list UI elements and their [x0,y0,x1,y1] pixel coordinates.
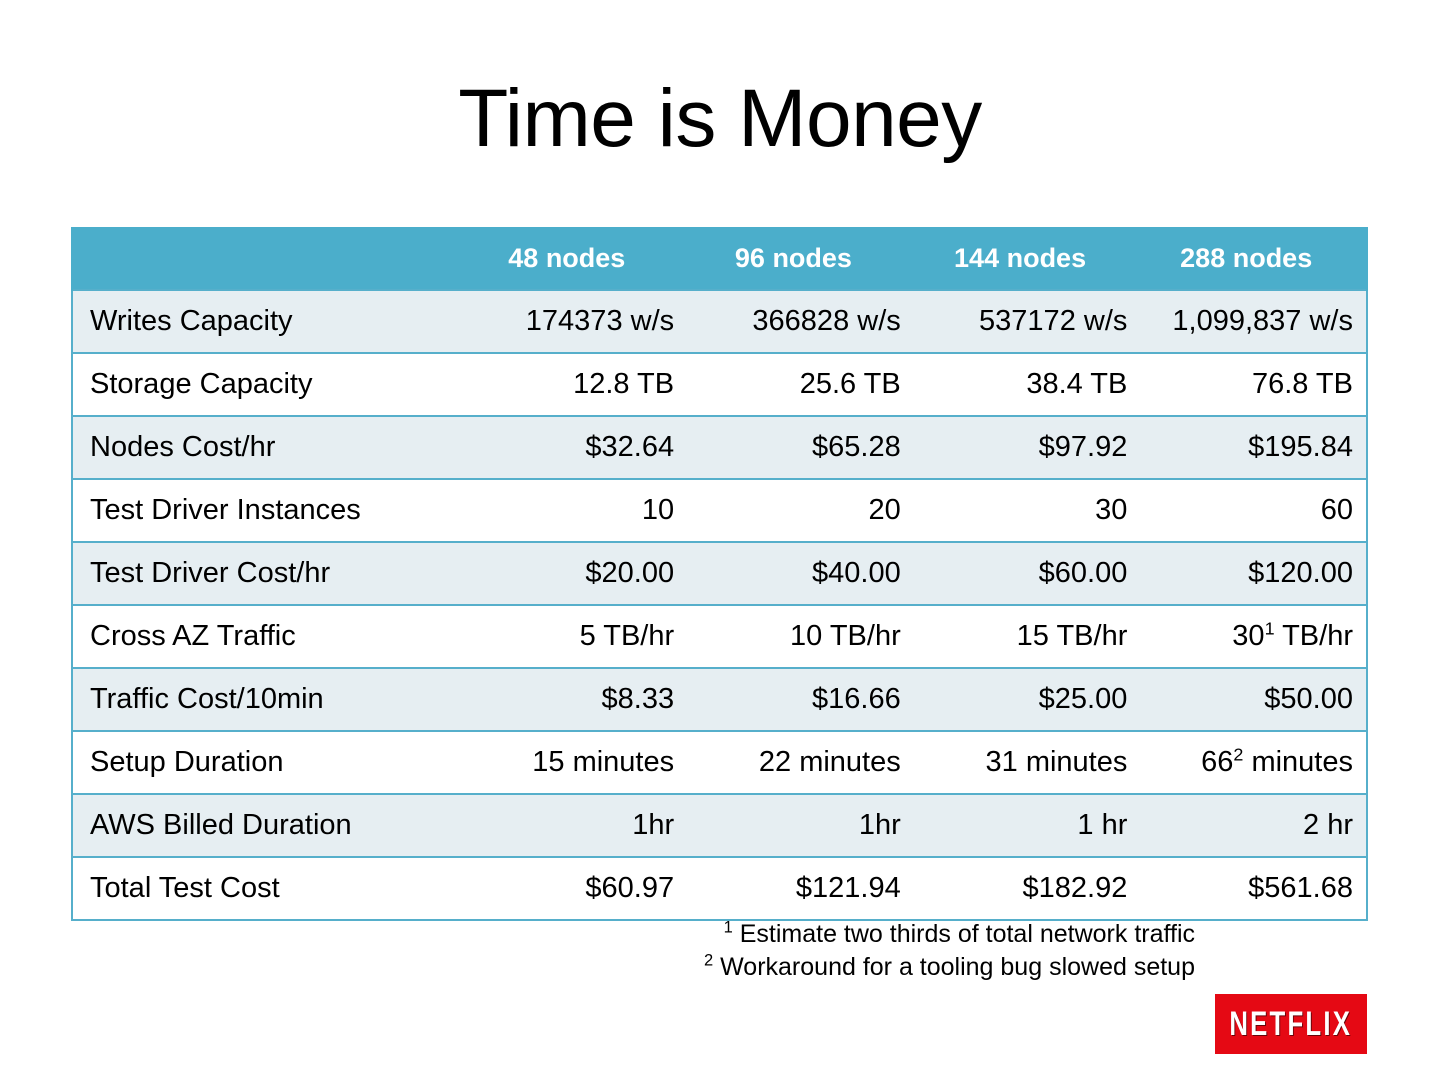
cell-value: $121.94 [687,856,914,921]
cell-value: $8.33 [460,667,688,732]
cell-value: 301 TB/hr [1140,604,1368,669]
row-label: Cross AZ Traffic [71,604,461,669]
cell-value: $65.28 [687,415,914,480]
table-header: 48 nodes 96 nodes 144 nodes 288 nodes [71,227,1368,290]
row-label: Test Driver Cost/hr [71,541,461,606]
table-row: Nodes Cost/hr $32.64 $65.28 $97.92 $195.84 [71,415,1368,480]
netflix-wordmark: NETFLIX [1229,1004,1353,1043]
footnote-1: 1 Estimate two thirds of total network t… [0,918,1195,951]
cell-value: $20.00 [460,541,688,606]
table-row: Test Driver Cost/hr $20.00 $40.00 $60.00 $12… [71,541,1368,606]
cell-value: 1 hr [913,793,1141,858]
cost-comparison-table: 48 nodes 96 nodes 144 nodes 288 nodes Wr… [71,227,1368,921]
cost-table-container: 48 nodes 96 nodes 144 nodes 288 nodes Wr… [71,227,1368,921]
cell-value-suffix: minutes [1243,746,1353,778]
column-header-48-nodes: 48 nodes [460,227,688,290]
cell-value: 15 TB/hr [913,604,1141,669]
row-label: Nodes Cost/hr [71,415,461,480]
row-label: Traffic Cost/10min [71,667,461,732]
cell-value: $182.92 [913,856,1141,921]
cell-value: 10 TB/hr [687,604,914,669]
cell-value: 38.4 TB [913,352,1141,417]
table-row: Test Driver Instances 10 20 30 60 [71,478,1368,543]
cell-value: $561.68 [1140,856,1368,921]
netflix-logo: NETFLIX [1215,994,1367,1054]
cell-value: 1hr [687,793,914,858]
cell-value: 366828 w/s [687,289,914,354]
footnote-2: 2 Workaround for a tooling bug slowed se… [0,951,1195,984]
cell-value: 31 minutes [913,730,1141,795]
cell-footnote-marker: 1 [1264,618,1275,639]
cell-value: 10 [460,478,688,543]
table-row: Traffic Cost/10min $8.33 $16.66 $25.00 $50.0… [71,667,1368,732]
cell-value: 5 TB/hr [460,604,688,669]
cell-value: 25.6 TB [687,352,914,417]
footnote-2-marker: 2 [704,951,714,970]
table-row: Total Test Cost $60.97 $121.94 $182.92 $561.… [71,856,1368,921]
row-label: AWS Billed Duration [71,793,461,858]
cell-value: $120.00 [1140,541,1368,606]
cell-value: 76.8 TB [1140,352,1368,417]
cell-value: 2 hr [1140,793,1368,858]
page-title: Time is Money [458,73,982,164]
cell-value: 174373 w/s [460,289,688,354]
cell-value: 22 minutes [687,730,914,795]
cell-value: 537172 w/s [913,289,1141,354]
row-label: Storage Capacity [71,352,461,417]
cell-value: $60.00 [913,541,1141,606]
column-header-metric [71,227,461,290]
cell-value: 60 [1140,478,1368,543]
column-header-96-nodes: 96 nodes [687,227,914,290]
column-header-288-nodes: 288 nodes [1140,227,1368,290]
table-row: Setup Duration 15 minutes 22 minutes 31 min… [71,730,1368,795]
cell-value: $32.64 [460,415,688,480]
table-header-row: 48 nodes 96 nodes 144 nodes 288 nodes [71,227,1368,290]
cell-footnote-marker: 2 [1233,744,1244,765]
cell-value-base: 66 [1201,746,1234,778]
cell-value: 12.8 TB [460,352,688,417]
footnote-2-text: Workaround for a tooling bug slowed setu… [720,952,1195,981]
table-row: AWS Billed Duration 1hr 1hr 1 hr 2 hr [71,793,1368,858]
table-row: Cross AZ Traffic 5 TB/hr 10 TB/hr 15 TB/hr 3… [71,604,1368,669]
cell-value: $40.00 [687,541,914,606]
footnotes: 1 Estimate two thirds of total network t… [0,918,1195,983]
table-row: Writes Capacity 174373 w/s 366828 w/s 53717… [71,289,1368,354]
row-label: Total Test Cost [71,856,461,921]
row-label: Writes Capacity [71,289,461,354]
table-row: Storage Capacity 12.8 TB 25.6 TB 38.4 TB 76.… [71,352,1368,417]
cell-value: 662 minutes [1140,730,1368,795]
cell-value: $16.66 [687,667,914,732]
cell-value: $97.92 [913,415,1141,480]
row-label: Test Driver Instances [71,478,461,543]
cell-value-base: 30 [1232,620,1265,652]
cell-value: 15 minutes [460,730,688,795]
row-label: Setup Duration [71,730,461,795]
footnote-1-marker: 1 [723,918,733,937]
cell-value: $25.00 [913,667,1141,732]
cell-value: $60.97 [460,856,688,921]
table-body: Writes Capacity 174373 w/s 366828 w/s 53717… [71,289,1368,921]
cell-value: 1,099,837 w/s [1140,289,1368,354]
cell-value-suffix: TB/hr [1274,620,1353,652]
cell-value: 30 [913,478,1141,543]
column-header-144-nodes: 144 nodes [913,227,1141,290]
cell-value: $195.84 [1140,415,1368,480]
cell-value: 20 [687,478,914,543]
footnote-1-text: Estimate two thirds of total network tra… [739,920,1195,948]
cell-value: $50.00 [1140,667,1368,732]
cell-value: 1hr [460,793,688,858]
